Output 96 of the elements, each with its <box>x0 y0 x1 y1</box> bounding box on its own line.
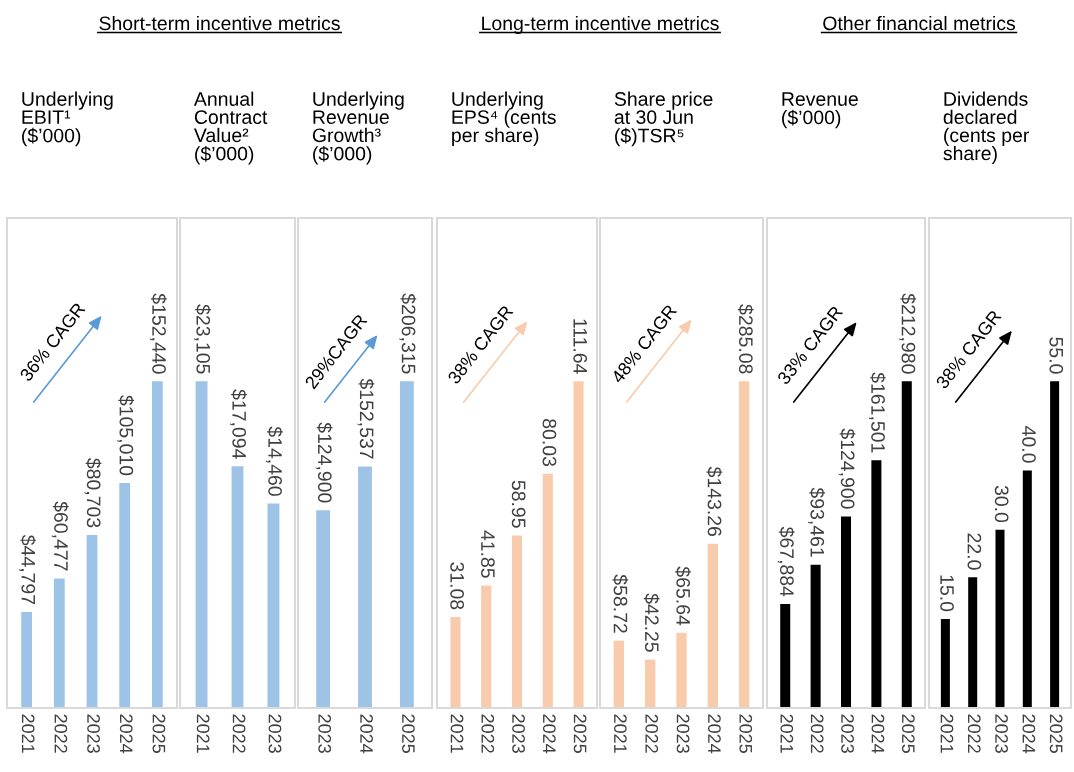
bar <box>119 482 131 708</box>
bar <box>780 603 791 708</box>
data-label: $80,703 <box>84 458 102 528</box>
chart-subtitle: Other financial metrics <box>823 15 1016 31</box>
x-tick-label: 2021 <box>780 714 794 753</box>
x-tick-label: 2025 <box>901 714 915 753</box>
x-tick-label: 2023 <box>268 714 282 753</box>
data-label: 111.64 <box>573 319 588 374</box>
chart-title: Share price at 30 Jun ($)TSR⁵ <box>614 91 713 147</box>
bar <box>707 543 719 708</box>
x-tick-label: 2024 <box>119 714 133 754</box>
bar <box>644 659 656 708</box>
chart-title: Revenue ($’000) <box>782 92 858 129</box>
data-label: $143.26 <box>706 466 723 537</box>
data-label: $124,900 <box>838 428 856 509</box>
x-tick-label: 2022 <box>810 714 824 753</box>
data-label: 58.95 <box>511 480 526 528</box>
x-tick-label: 2025 <box>1049 714 1063 753</box>
x-tick-label: 2022 <box>232 714 246 753</box>
bar <box>573 381 584 708</box>
bar <box>481 585 492 708</box>
chart-title: Underlying Revenue Growth³ ($’000) <box>312 91 404 165</box>
data-label: $161,501 <box>868 372 886 453</box>
x-tick-label: 2022 <box>481 714 495 753</box>
chart-title: Dividends declared (cents per share) <box>943 91 1030 165</box>
x-tick-label: 2023 <box>841 714 854 753</box>
data-label: 22.0 <box>967 533 982 570</box>
data-label: 30.0 <box>994 485 1009 523</box>
x-tick-label: 2021 <box>940 714 954 753</box>
x-tick-label: 2023 <box>318 714 332 753</box>
x-tick-label: 2023 <box>676 714 690 753</box>
bar <box>613 640 624 708</box>
x-tick-label: 2024 <box>1022 714 1036 754</box>
text: Short-term incentive metrics <box>99 15 340 31</box>
data-label: $14,460 <box>265 426 283 496</box>
data-label: 55.0 <box>1049 337 1064 374</box>
chart-title: Annual Contract Value² ($’000) <box>193 91 268 165</box>
data-label: $65.64 <box>675 566 691 626</box>
bar <box>901 381 912 708</box>
bar <box>1022 470 1032 708</box>
bar <box>995 529 1005 708</box>
data-label: $285.08 <box>737 304 754 374</box>
x-tick-label: 2023 <box>512 714 525 753</box>
data-label: 41.85 <box>481 530 495 578</box>
bar <box>940 618 950 708</box>
data-label: 40.0 <box>1022 426 1036 463</box>
x-tick-label: 2021 <box>196 714 210 753</box>
bar <box>151 381 163 708</box>
data-label: $60,477 <box>51 501 69 571</box>
x-tick-label: 2024 <box>542 714 556 754</box>
chart-subtitle: Long-term incentive metrics <box>482 15 719 35</box>
data-label: $67,884 <box>777 526 795 597</box>
x-tick-label: 2021 <box>21 714 35 753</box>
x-tick-label: 2021 <box>450 714 464 753</box>
bar <box>542 473 553 708</box>
x-tick-label: 2023 <box>995 714 1008 753</box>
x-tick-label: 2022 <box>645 714 659 753</box>
data-label: 15.0 <box>940 575 954 612</box>
data-label: 31.08 <box>450 562 465 610</box>
x-tick-label: 2021 <box>613 714 627 753</box>
data-label: $93,461 <box>808 487 825 557</box>
data-label: $212,980 <box>899 293 917 374</box>
bar <box>676 632 687 708</box>
x-tick-label: 2025 <box>739 714 753 753</box>
data-label: $42.25 <box>643 593 660 652</box>
data-label: 80.03 <box>542 419 557 467</box>
x-tick-label: 2023 <box>87 714 100 753</box>
data-label: $105,010 <box>117 395 135 476</box>
bar <box>739 381 750 708</box>
chart-title: Underlying EBIT¹ ($’000) <box>22 91 113 147</box>
x-tick-label: 2025 <box>573 714 587 753</box>
data-label: $58.72 <box>612 574 629 633</box>
x-tick-label: 2022 <box>54 714 68 753</box>
data-label: $44,797 <box>19 534 36 605</box>
bar <box>1050 381 1060 708</box>
x-tick-label: 2025 <box>402 714 415 753</box>
bar <box>21 612 33 708</box>
data-label: $23,105 <box>194 304 211 374</box>
bar <box>871 460 882 708</box>
bar <box>86 535 98 708</box>
x-tick-label: 2024 <box>708 714 721 754</box>
x-tick-label: 2022 <box>967 714 981 753</box>
data-label: $206,315 <box>399 293 417 374</box>
bar <box>450 617 461 708</box>
bar <box>968 577 978 708</box>
bar <box>53 578 65 708</box>
bar <box>810 564 821 708</box>
data-label: $152,440 <box>149 293 167 374</box>
data-label: $17,094 <box>229 389 247 459</box>
data-label: $124,900 <box>315 422 333 503</box>
x-tick-label: 2024 <box>871 714 885 754</box>
x-tick-label: 2025 <box>152 714 166 753</box>
bar <box>840 516 852 708</box>
chart-title: Underlying EPS⁴ (cents per share) <box>452 91 556 146</box>
x-tick-label: 2024 <box>360 714 373 754</box>
bar <box>511 535 523 708</box>
